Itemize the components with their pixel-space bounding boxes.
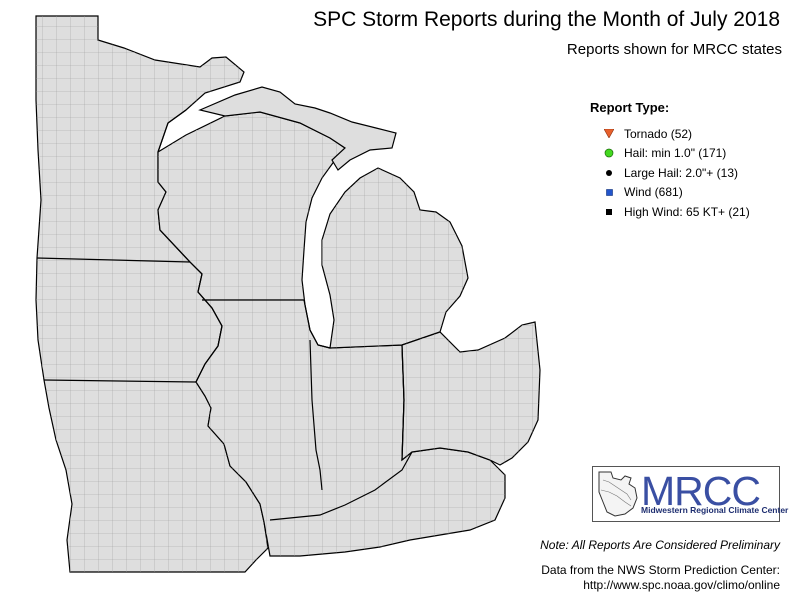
wind-square-icon bbox=[598, 185, 620, 199]
map-title: SPC Storm Reports during the Month of Ju… bbox=[313, 8, 780, 31]
legend-label-hail: Hail: min 1.0" (171) bbox=[624, 146, 727, 161]
legend-item-tornado: Tornado (52) bbox=[590, 124, 790, 144]
legend-label-tornado: Tornado (52) bbox=[624, 126, 693, 141]
tornado-triangle-icon bbox=[598, 127, 620, 141]
data-source-url[interactable]: http://www.spc.noaa.gov/climo/online bbox=[583, 578, 780, 592]
legend-item-high-wind: High Wind: 65 KT+ (21) bbox=[590, 202, 790, 222]
state-boundaries bbox=[36, 109, 413, 521]
legend-item-hail: Hail: min 1.0" (171) bbox=[590, 144, 790, 164]
legend-item-large-hail: Large Hail: 2.0"+ (13) bbox=[590, 163, 790, 183]
large-hail-dot-icon bbox=[598, 166, 620, 180]
upper-peninsula-landmass bbox=[198, 86, 397, 171]
legend-label-high-wind: High Wind: 65 KT+ (21) bbox=[624, 204, 750, 219]
mrcc-logo: MRCC Midwestern Regional Climate Center bbox=[592, 466, 789, 522]
mrcc-logo-text: MRCC bbox=[641, 468, 761, 514]
ohio-counties bbox=[402, 322, 540, 465]
central-states-counties bbox=[158, 112, 505, 556]
high-wind-square-icon bbox=[598, 205, 620, 219]
legend-item-wind: Wind (681) bbox=[590, 183, 790, 203]
mrcc-logo-subtext: Midwestern Regional Climate Center bbox=[641, 505, 789, 515]
legend-title: Report Type: bbox=[590, 100, 670, 115]
legend: Report Type: Tornado (52) Hail: min 1.0"… bbox=[590, 100, 790, 222]
legend-label-wind: Wind (681) bbox=[624, 185, 683, 200]
hail-circle-icon bbox=[598, 146, 620, 160]
midwest-outline-logo-icon bbox=[598, 471, 638, 517]
preliminary-note: Note: All Reports Are Considered Prelimi… bbox=[540, 538, 780, 552]
west-states-counties bbox=[36, 16, 268, 572]
lower-michigan-counties bbox=[322, 168, 468, 348]
map-subtitle: Reports shown for MRCC states bbox=[566, 41, 782, 58]
data-source-credit: Data from the NWS Storm Prediction Cente… bbox=[541, 563, 780, 577]
legend-label-large-hail: Large Hail: 2.0"+ (13) bbox=[624, 165, 738, 180]
